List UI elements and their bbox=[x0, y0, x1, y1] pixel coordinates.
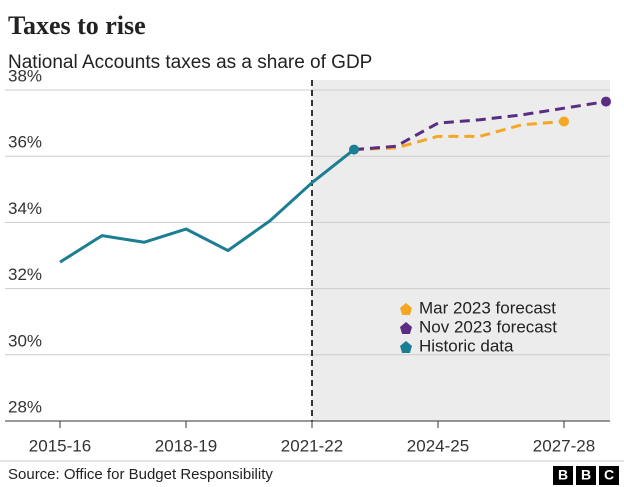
series-line bbox=[59, 148, 355, 264]
x-tick-label: 2021-22 bbox=[281, 436, 343, 455]
source: Source: Office for Budget Responsibility bbox=[8, 466, 273, 483]
series-line bbox=[353, 100, 607, 152]
logo-block bbox=[576, 466, 596, 485]
y-tick-label: 38% bbox=[8, 66, 42, 85]
end-point bbox=[601, 96, 611, 107]
legend-label: Historic data bbox=[419, 336, 514, 355]
legend-marker bbox=[400, 322, 412, 334]
logo-block bbox=[599, 466, 619, 485]
logo-letter: B bbox=[558, 467, 568, 483]
y-tick-label: 32% bbox=[8, 265, 42, 284]
logo-block bbox=[553, 466, 573, 485]
legend-marker bbox=[400, 341, 412, 353]
y-tick-label: 34% bbox=[8, 199, 42, 218]
y-tick-label: 28% bbox=[8, 397, 42, 416]
y-tick-label: 36% bbox=[8, 133, 42, 152]
end-point bbox=[559, 116, 569, 127]
legend-label: Mar 2023 forecast bbox=[419, 298, 556, 317]
logo-letter: C bbox=[604, 467, 614, 483]
x-tick-label: 2018-19 bbox=[155, 436, 217, 455]
legend-marker bbox=[400, 303, 412, 315]
x-tick-label: 2015-16 bbox=[29, 436, 91, 455]
chart-title: Taxes to rise bbox=[8, 11, 146, 40]
chart-subtitle: National Accounts taxes as a share of GD… bbox=[8, 52, 372, 73]
logo-letter: B bbox=[581, 467, 591, 483]
legend-label: Nov 2023 forecast bbox=[419, 317, 557, 336]
y-tick-label: 30% bbox=[8, 331, 42, 350]
forecast-shade bbox=[312, 80, 610, 421]
x-tick-label: 2027-28 bbox=[533, 436, 595, 455]
end-point bbox=[349, 144, 359, 155]
x-tick-label: 2024-25 bbox=[407, 436, 469, 455]
